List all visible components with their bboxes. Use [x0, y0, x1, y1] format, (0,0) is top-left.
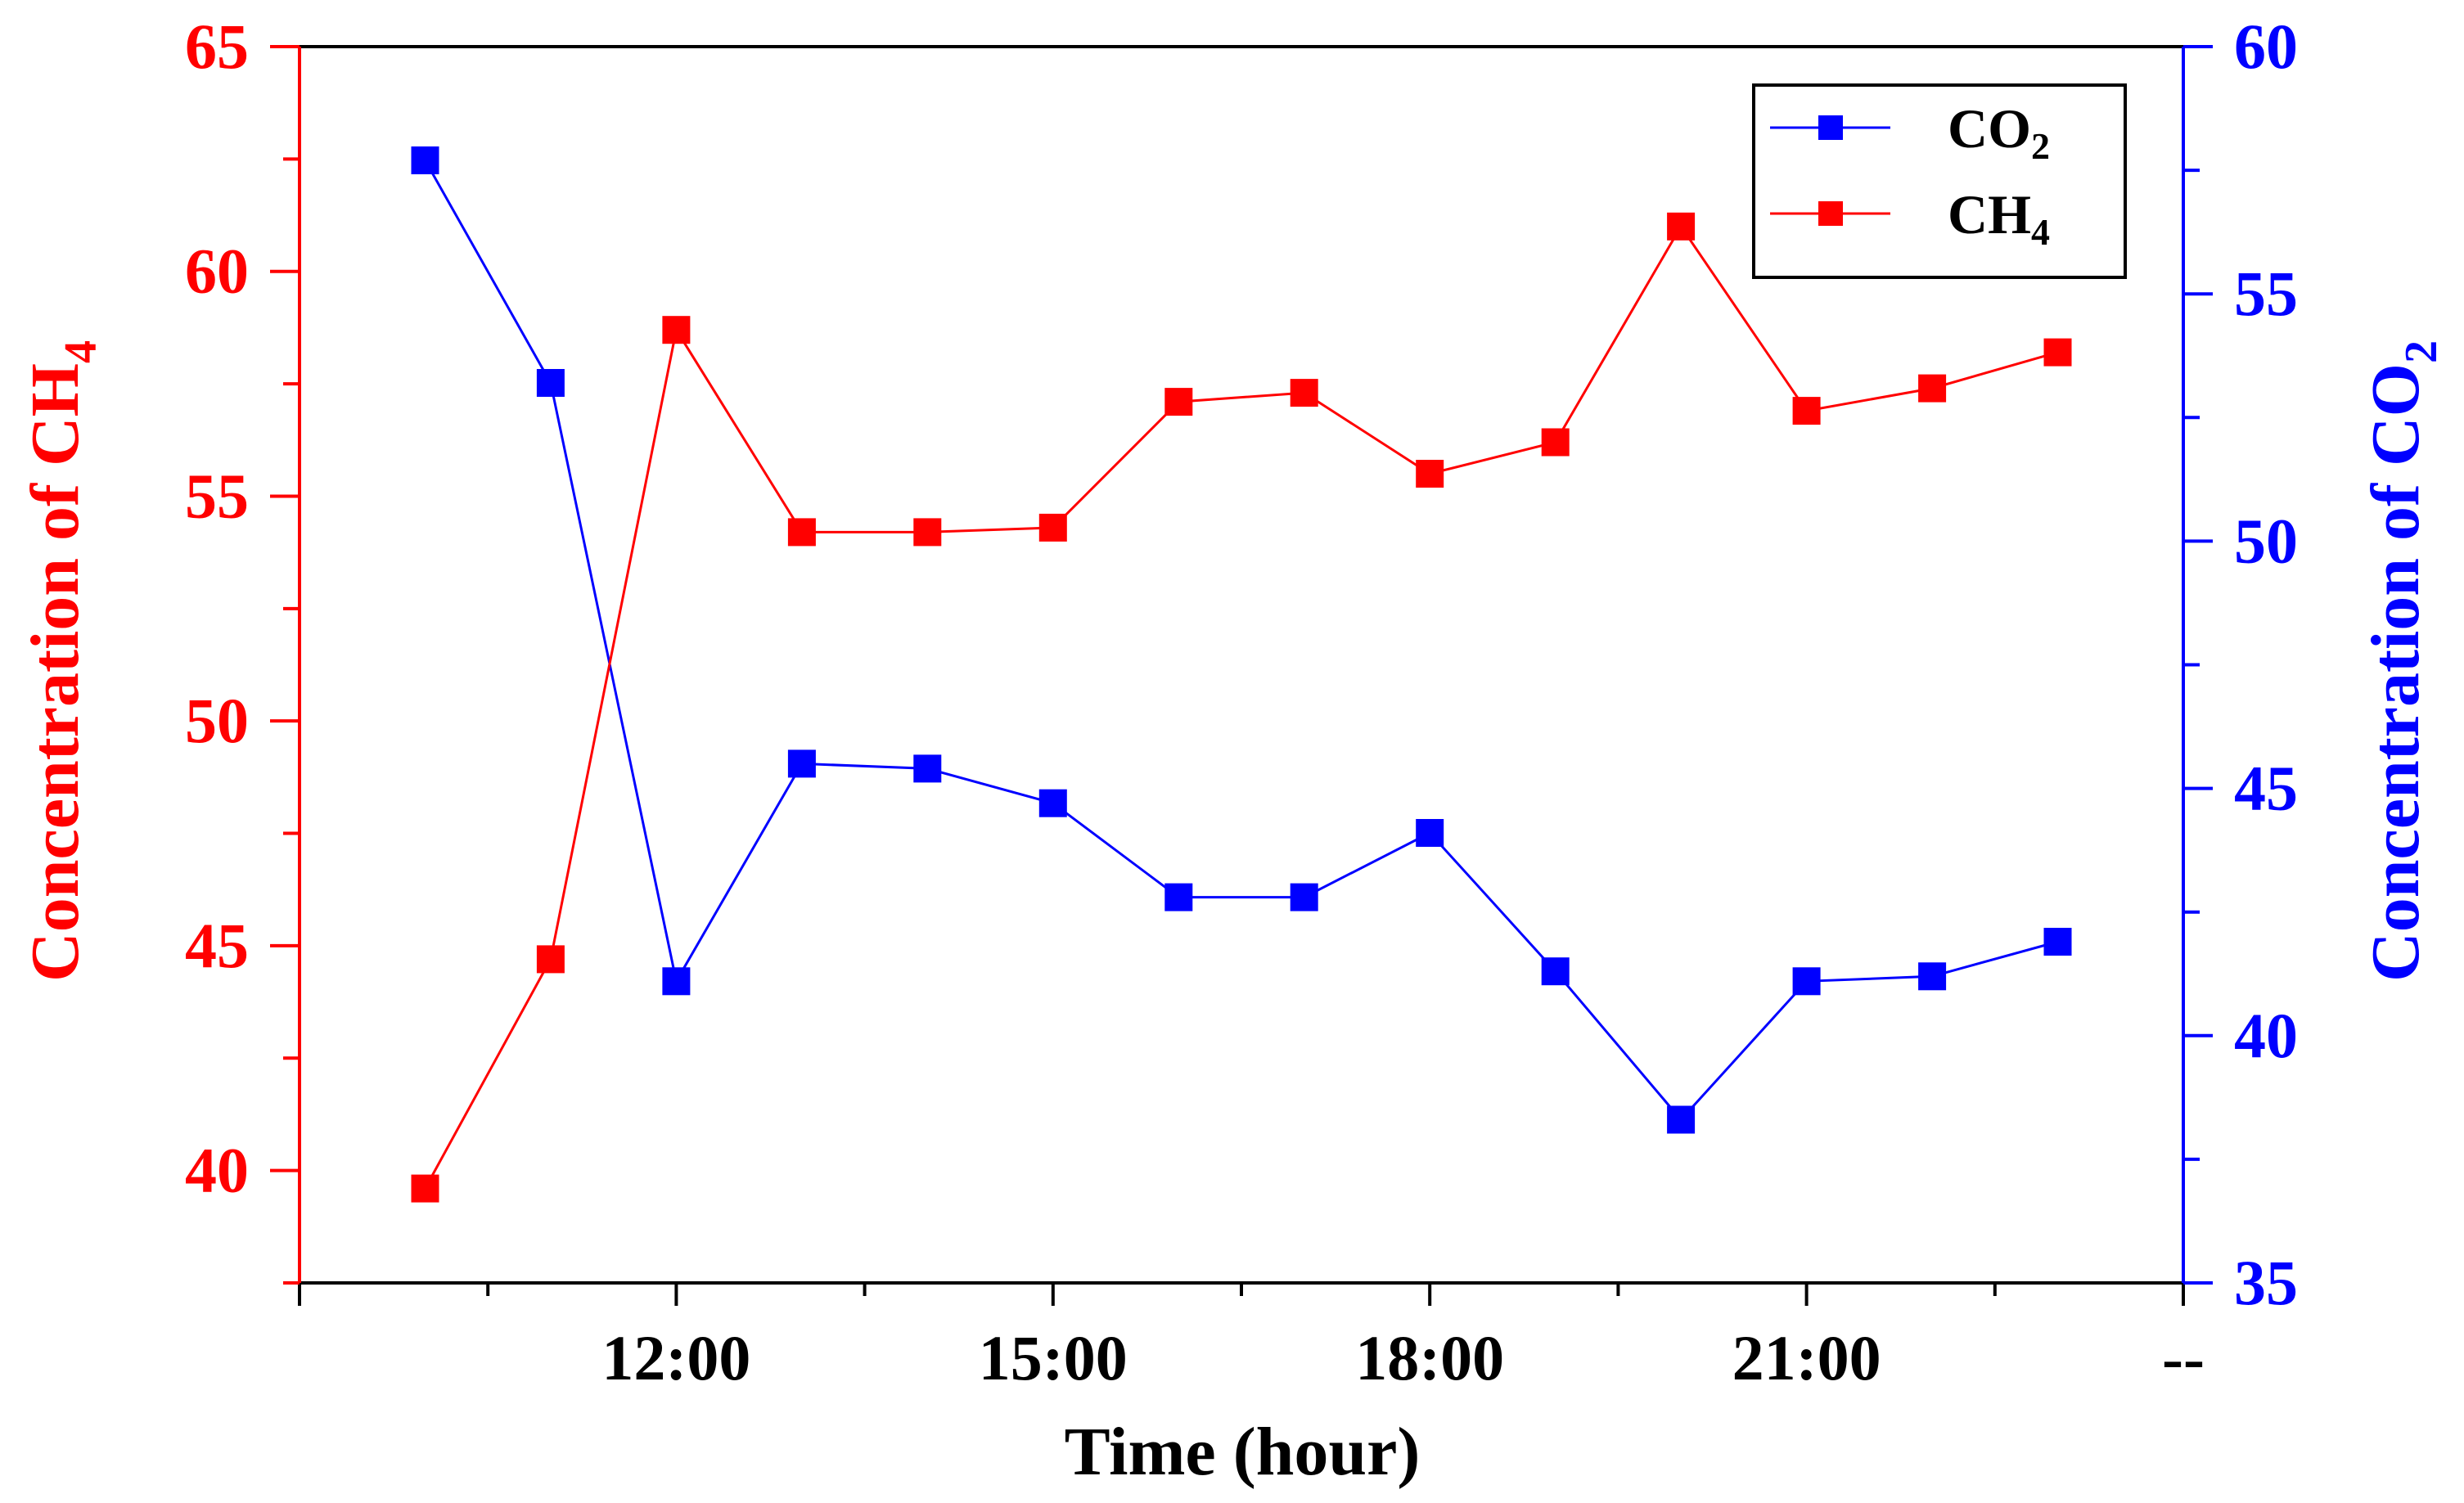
left-tick-label: 65 [185, 11, 249, 82]
data-point-co2 [913, 754, 942, 783]
data-point-co2 [411, 146, 439, 174]
left-y-axis: 40 45 50 55 60 65 [185, 11, 300, 1285]
data-point-ch4 [913, 518, 942, 547]
data-point-ch4 [1290, 379, 1318, 407]
series-line-ch4 [424, 223, 2058, 1190]
legend-marker-co2 [1818, 115, 1843, 140]
series-co2 [411, 146, 2072, 1134]
legend-label-ch4-subscript: 4 [2031, 211, 2050, 253]
x-axis-title: Time (hour) [1065, 1414, 1421, 1490]
data-point-ch4 [411, 1174, 439, 1203]
left-tick-label: 55 [185, 460, 249, 531]
data-point-ch4 [1164, 388, 1193, 416]
right-tick-label: 35 [2234, 1247, 2298, 1318]
legend: CO2 CH4 [1752, 83, 2127, 279]
data-point-ch4 [662, 316, 691, 344]
data-point-ch4 [536, 945, 565, 974]
legend-box [1752, 83, 2127, 279]
x-tick-label: 12:00 [601, 1322, 750, 1393]
data-point-co2 [662, 967, 691, 996]
data-point-co2 [787, 749, 816, 778]
left-tick-label: 45 [185, 910, 249, 981]
legend-label-co2-subscript: 2 [2031, 125, 2050, 167]
series-ch4 [411, 212, 2072, 1203]
x-axis: 12:00 15:00 18:00 21:00 -- [298, 1283, 2205, 1393]
left-tick-label: 40 [185, 1135, 249, 1206]
data-point-co2 [1541, 957, 1570, 986]
data-point-co2 [1038, 789, 1067, 817]
series-layer [411, 146, 2072, 1203]
legend-label-ch4: CH4 [1948, 183, 2050, 253]
x-tick-label: 21:00 [1732, 1322, 1881, 1393]
left-axis-title-subscript: 4 [56, 340, 106, 363]
right-tick-label: 40 [2234, 1000, 2298, 1071]
legend-marker-ch4 [1818, 201, 1843, 226]
data-point-co2 [536, 369, 565, 397]
right-tick-label: 60 [2234, 11, 2298, 82]
left-tick-label: 50 [185, 685, 249, 756]
data-point-co2 [1416, 819, 1444, 847]
data-point-ch4 [1416, 460, 1444, 488]
right-tick-label: 45 [2234, 753, 2298, 824]
x-tick-label: 18:00 [1355, 1322, 1504, 1393]
data-point-ch4 [1792, 397, 1821, 425]
x-tick-label: -- [2162, 1322, 2205, 1393]
data-point-ch4 [1541, 428, 1570, 457]
data-point-ch4 [787, 518, 816, 547]
right-axis-title-subscript: 2 [2396, 340, 2447, 363]
data-point-co2 [1918, 962, 1947, 991]
legend-label-co2: CO2 [1948, 97, 2050, 167]
legend-label-ch4-main: CH [1948, 183, 2031, 245]
left-tick-label: 60 [185, 236, 249, 307]
data-point-ch4 [1667, 212, 1696, 241]
series-line-co2 [424, 160, 2058, 1122]
legend-label-co2-main: CO [1948, 97, 2031, 160]
data-point-co2 [1164, 883, 1193, 911]
left-axis-title-main: Concentration of CH [17, 363, 93, 982]
x-tick-label: 15:00 [979, 1322, 1128, 1393]
data-point-co2 [1792, 967, 1821, 996]
right-axis-title-main: Concentration of CO [2358, 363, 2434, 982]
right-y-axis: 35 40 45 50 55 60 [2183, 11, 2298, 1318]
data-point-ch4 [1038, 513, 1067, 542]
data-point-co2 [1667, 1105, 1696, 1134]
left-axis-title: Concentration of CH4 [17, 340, 106, 982]
data-point-ch4 [2043, 338, 2072, 367]
data-point-co2 [2043, 928, 2072, 956]
right-tick-label: 50 [2234, 505, 2298, 576]
right-axis-title: Concentration of CO2 [2358, 340, 2447, 982]
data-point-ch4 [1918, 374, 1947, 403]
data-point-co2 [1290, 883, 1318, 911]
right-tick-label: 55 [2234, 258, 2298, 329]
